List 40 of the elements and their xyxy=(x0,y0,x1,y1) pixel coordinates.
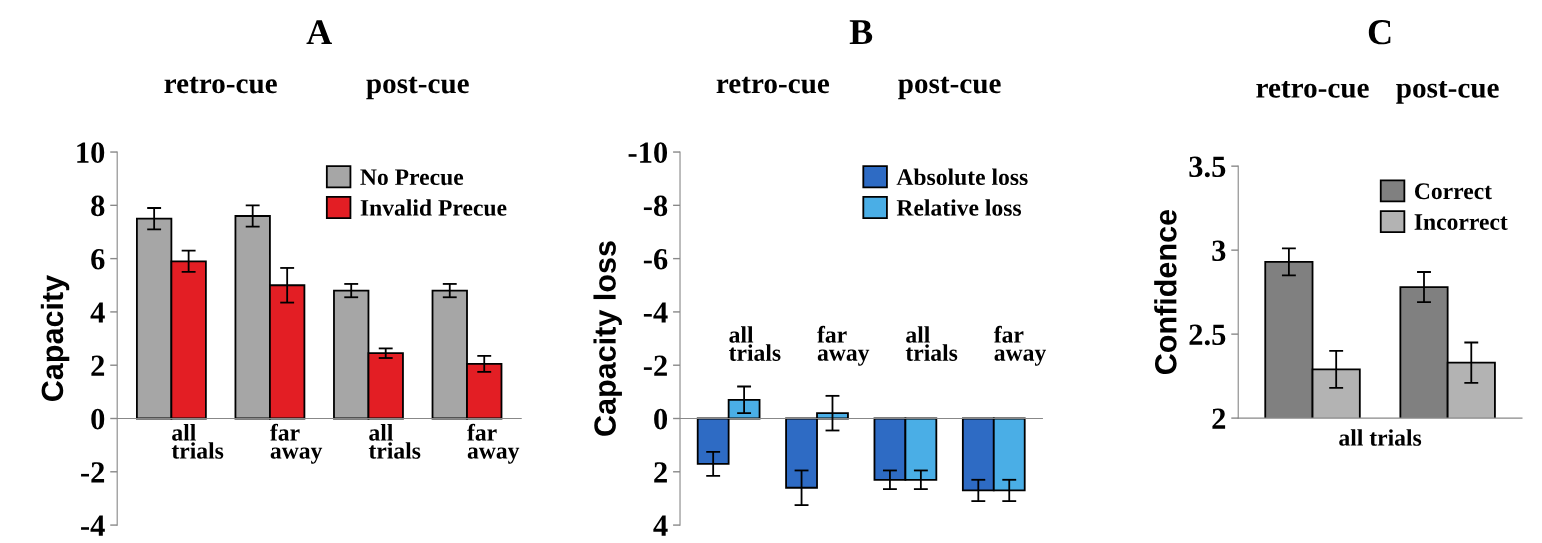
y-tick-label: 10 xyxy=(77,142,105,163)
y-tick-label: 2 xyxy=(1212,408,1226,429)
y-tick-label: 3.5 xyxy=(1189,156,1226,178)
chart-title: C xyxy=(1368,20,1391,45)
legend-label: Absolute loss xyxy=(896,168,1028,186)
y-tick-label: 8 xyxy=(91,195,105,217)
x-tick-label: all trials xyxy=(171,424,224,459)
x-tick-label: far away xyxy=(817,325,870,366)
chart-title: A xyxy=(306,20,332,44)
y-axis-title: Capacity xyxy=(40,275,70,401)
y-tick-label: -2 xyxy=(81,462,105,483)
x-tick-label: far away xyxy=(270,423,323,464)
y-tick-label: -10 xyxy=(628,142,668,163)
x-tick-label: all trials xyxy=(905,326,958,361)
y-tick-label: 0 xyxy=(654,408,668,430)
y-tick-label: -2 xyxy=(643,355,667,376)
legend-label: No Precue xyxy=(360,169,464,186)
y-axis-title: Confidence xyxy=(1154,209,1177,375)
y-tick-label: 3 xyxy=(1212,240,1226,262)
y-tick-label: 0 xyxy=(91,408,105,430)
x-tick-label: far away xyxy=(993,325,1047,366)
legend-label: Incorrect xyxy=(1414,214,1508,230)
legend-label: Invalid Precue xyxy=(360,199,507,216)
y-tick-label: 2.5 xyxy=(1189,324,1226,346)
x-tick-label: all trials xyxy=(729,326,781,361)
y-tick-label: 2 xyxy=(91,355,105,376)
legend-label: Correct xyxy=(1414,183,1492,200)
y-axis-title: Capacity loss xyxy=(593,241,622,436)
y-tick-label: 6 xyxy=(91,248,105,270)
y-tick-label: -4 xyxy=(643,302,668,323)
chart-title: B xyxy=(849,20,873,45)
y-tick-label: -6 xyxy=(643,248,668,270)
legend-label: Relative loss xyxy=(896,199,1022,216)
y-tick-label: 4 xyxy=(90,302,105,323)
x-tick-label: all trials xyxy=(368,424,421,459)
y-tick-label: -8 xyxy=(643,195,668,217)
y-tick-label: 4 xyxy=(653,515,668,536)
x-tick-label: far away xyxy=(467,423,520,464)
y-tick-label: 2 xyxy=(654,462,667,483)
y-tick-label: -4 xyxy=(81,515,105,536)
